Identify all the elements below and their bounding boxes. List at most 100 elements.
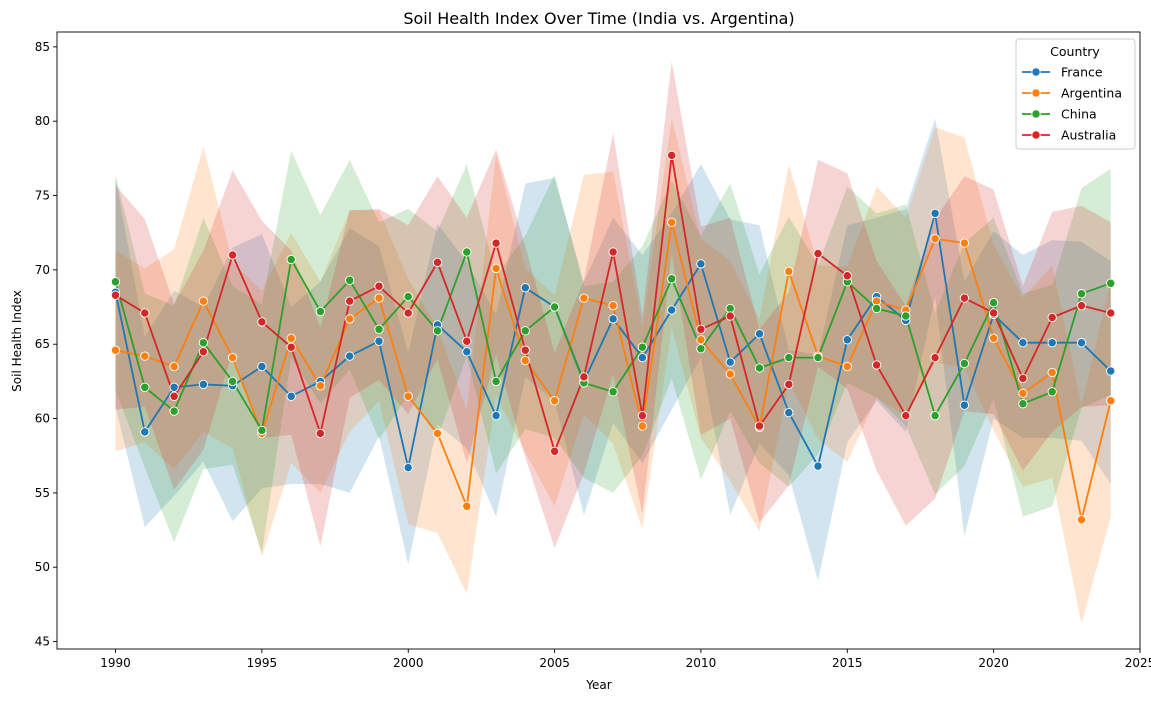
x-tick-label-2005: 2005 xyxy=(539,656,570,670)
point-france-2003 xyxy=(491,410,501,421)
point-argentina-2015 xyxy=(842,361,852,372)
legend-title: Country xyxy=(1050,44,1100,59)
point-australia-1991 xyxy=(140,308,150,318)
point-china-1994 xyxy=(227,376,238,387)
point-argentina-2013 xyxy=(784,266,794,277)
point-argentina-2009 xyxy=(667,217,677,227)
point-argentina-2022 xyxy=(1047,367,1057,378)
point-australia-2006 xyxy=(579,372,589,382)
point-china-2016 xyxy=(871,303,882,314)
point-argentina-1994 xyxy=(227,352,238,363)
point-argentina-1998 xyxy=(345,314,355,324)
legend-items: France Argentina China Australia xyxy=(1022,65,1122,143)
point-china-2018 xyxy=(930,410,940,421)
legend-label-argentina: Argentina xyxy=(1061,86,1122,101)
series-points xyxy=(110,150,1116,525)
point-australia-2015 xyxy=(842,271,852,281)
point-australia-2005 xyxy=(549,446,560,456)
x-tick-label-2015: 2015 xyxy=(832,656,863,670)
point-australia-2024 xyxy=(1106,308,1116,318)
point-china-1990 xyxy=(110,277,121,287)
point-france-2002 xyxy=(462,347,472,357)
point-australia-2014 xyxy=(813,248,823,259)
y-tick-label-65: 65 xyxy=(35,337,50,351)
point-france-2011 xyxy=(725,357,735,367)
point-france-1991 xyxy=(140,427,150,437)
point-france-2019 xyxy=(959,400,970,410)
point-china-2005 xyxy=(549,302,560,312)
x-tick-label-1990: 1990 xyxy=(100,656,131,670)
point-argentina-2001 xyxy=(432,428,443,439)
point-argentina-2003 xyxy=(491,263,501,274)
point-argentina-2008 xyxy=(637,421,648,431)
point-australia-1995 xyxy=(257,317,267,327)
point-australia-2008 xyxy=(637,410,648,421)
point-france-2014 xyxy=(813,461,823,471)
point-china-2008 xyxy=(637,342,648,352)
point-china-1991 xyxy=(140,382,150,392)
x-axis-label: Year xyxy=(585,678,611,692)
point-france-2008 xyxy=(637,352,648,363)
point-argentina-1993 xyxy=(198,296,209,306)
chart-title: Soil Health Index Over Time (India vs. A… xyxy=(403,9,794,28)
point-france-2024 xyxy=(1106,366,1116,376)
point-argentina-1991 xyxy=(140,351,150,361)
point-france-2021 xyxy=(1018,338,1028,348)
point-argentina-2005 xyxy=(549,396,560,406)
point-china-2007 xyxy=(608,387,618,397)
point-argentina-2011 xyxy=(725,369,735,379)
legend-marker-australia xyxy=(1031,130,1041,140)
point-argentina-2019 xyxy=(959,238,970,248)
x-tick-label-1995: 1995 xyxy=(247,656,278,670)
point-france-1996 xyxy=(286,391,296,401)
point-china-2012 xyxy=(754,363,765,373)
y-tick-label-70: 70 xyxy=(35,263,50,277)
legend-label-france: France xyxy=(1061,65,1103,80)
point-argentina-2010 xyxy=(696,335,706,345)
point-france-1995 xyxy=(257,361,267,372)
y-tick-label-45: 45 xyxy=(35,635,50,649)
point-australia-2007 xyxy=(608,247,618,257)
point-france-1999 xyxy=(374,336,384,346)
x-tick-label-2025: 2025 xyxy=(1125,656,1151,670)
point-argentina-2020 xyxy=(988,333,999,343)
point-china-1993 xyxy=(198,338,209,348)
point-australia-2018 xyxy=(930,352,940,363)
legend-label-china: China xyxy=(1061,107,1097,122)
point-france-2000 xyxy=(403,462,413,473)
point-china-1999 xyxy=(374,324,384,334)
point-france-1993 xyxy=(198,379,209,390)
y-tick-label-75: 75 xyxy=(35,189,50,203)
band-china xyxy=(115,150,1111,553)
legend-frame xyxy=(1015,38,1136,150)
y-tick-label-85: 85 xyxy=(35,40,50,54)
point-france-2010 xyxy=(696,259,706,269)
point-australia-1990 xyxy=(110,290,121,300)
x-tick-label-2010: 2010 xyxy=(686,656,717,670)
point-argentina-2000 xyxy=(403,391,413,401)
point-argentina-2007 xyxy=(608,300,618,311)
point-australia-1992 xyxy=(169,391,179,401)
y-tick-label-55: 55 xyxy=(35,486,50,500)
point-argentina-1996 xyxy=(286,333,296,343)
point-china-2000 xyxy=(403,291,413,302)
x-tick-label-2000: 2000 xyxy=(393,656,424,670)
point-argentina-1992 xyxy=(169,361,179,372)
point-australia-2002 xyxy=(462,336,472,346)
point-china-2020 xyxy=(988,297,999,308)
point-china-1992 xyxy=(169,406,179,416)
point-china-2002 xyxy=(462,247,472,257)
point-france-2023 xyxy=(1076,338,1087,348)
point-australia-1998 xyxy=(345,296,355,306)
point-australia-2003 xyxy=(491,238,501,248)
point-china-1995 xyxy=(257,425,267,436)
legend-marker-france xyxy=(1031,67,1041,77)
y-axis-label: Soil Health Index xyxy=(10,290,24,392)
point-argentina-2018 xyxy=(930,234,940,244)
legend-label-australia: Australia xyxy=(1061,128,1116,143)
point-china-2003 xyxy=(491,376,501,387)
point-france-2009 xyxy=(667,305,677,315)
point-australia-1999 xyxy=(374,281,384,291)
point-australia-1994 xyxy=(227,250,238,260)
